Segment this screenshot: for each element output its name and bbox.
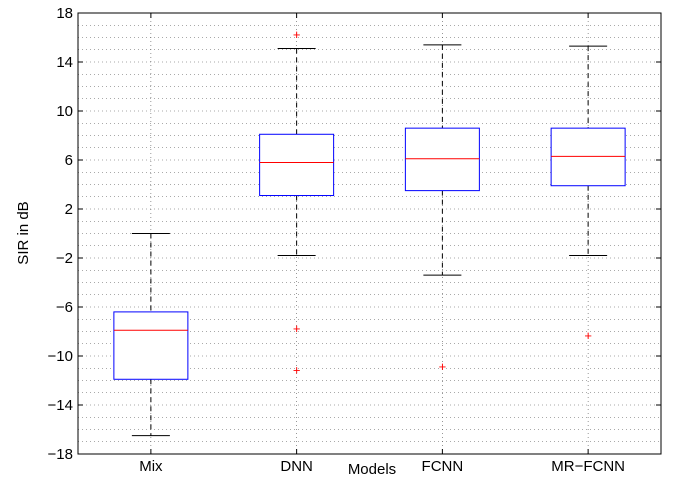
outlier-marker: + <box>293 27 301 42</box>
y-tick-label: −18 <box>48 446 73 463</box>
y-axis-label: SIR in dB <box>15 201 32 264</box>
y-tick-label: −10 <box>48 348 73 365</box>
y-axis-ticks: −18 −14 −10 −6 −2 2 6 10 14 18 <box>48 5 661 463</box>
x-tick-label: Mix <box>139 458 163 475</box>
box-iqr <box>259 133 335 197</box>
x-tick-label: FCNN <box>422 458 464 475</box>
plot-area <box>78 13 661 454</box>
box-iqr <box>113 311 189 380</box>
outlier-marker: + <box>439 359 447 374</box>
outlier-marker: + <box>293 362 301 377</box>
y-tick-label: 6 <box>65 152 73 169</box>
y-tick-label: 14 <box>56 54 73 71</box>
y-tick-label: −6 <box>56 299 73 316</box>
y-tick-label: 18 <box>56 5 73 22</box>
x-tick-label: MR−FCNN <box>551 458 625 475</box>
plot-frame <box>77 12 662 455</box>
box-series: + + + + + <box>113 27 626 437</box>
box-1: + + + <box>259 27 335 377</box>
box-iqr <box>404 127 480 192</box>
x-axis-ticks: Mix DNN FCNN MR−FCNN <box>139 13 625 475</box>
y-tick-label: 10 <box>56 103 73 120</box>
box-iqr <box>550 127 626 187</box>
x-tick-label: DNN <box>280 458 313 475</box>
y-tick-label: −2 <box>56 250 73 267</box>
outlier-marker: + <box>293 321 301 336</box>
box-3: + <box>550 45 626 343</box>
box-2: + <box>404 44 480 374</box>
y-tick-label: −14 <box>48 397 73 414</box>
box-0 <box>113 233 189 437</box>
y-tick-label: 2 <box>65 201 73 218</box>
x-axis-label: Models <box>348 461 396 478</box>
outlier-marker: + <box>584 328 592 343</box>
